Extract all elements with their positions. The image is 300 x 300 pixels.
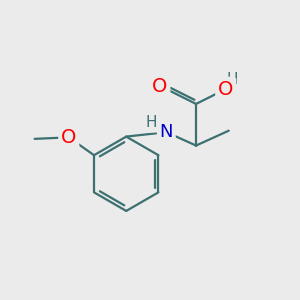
Text: O: O (152, 76, 167, 96)
Text: O: O (61, 128, 76, 147)
Text: N: N (160, 123, 173, 141)
Text: H: H (226, 72, 238, 87)
Text: H: H (145, 115, 157, 130)
Text: O: O (218, 80, 233, 99)
